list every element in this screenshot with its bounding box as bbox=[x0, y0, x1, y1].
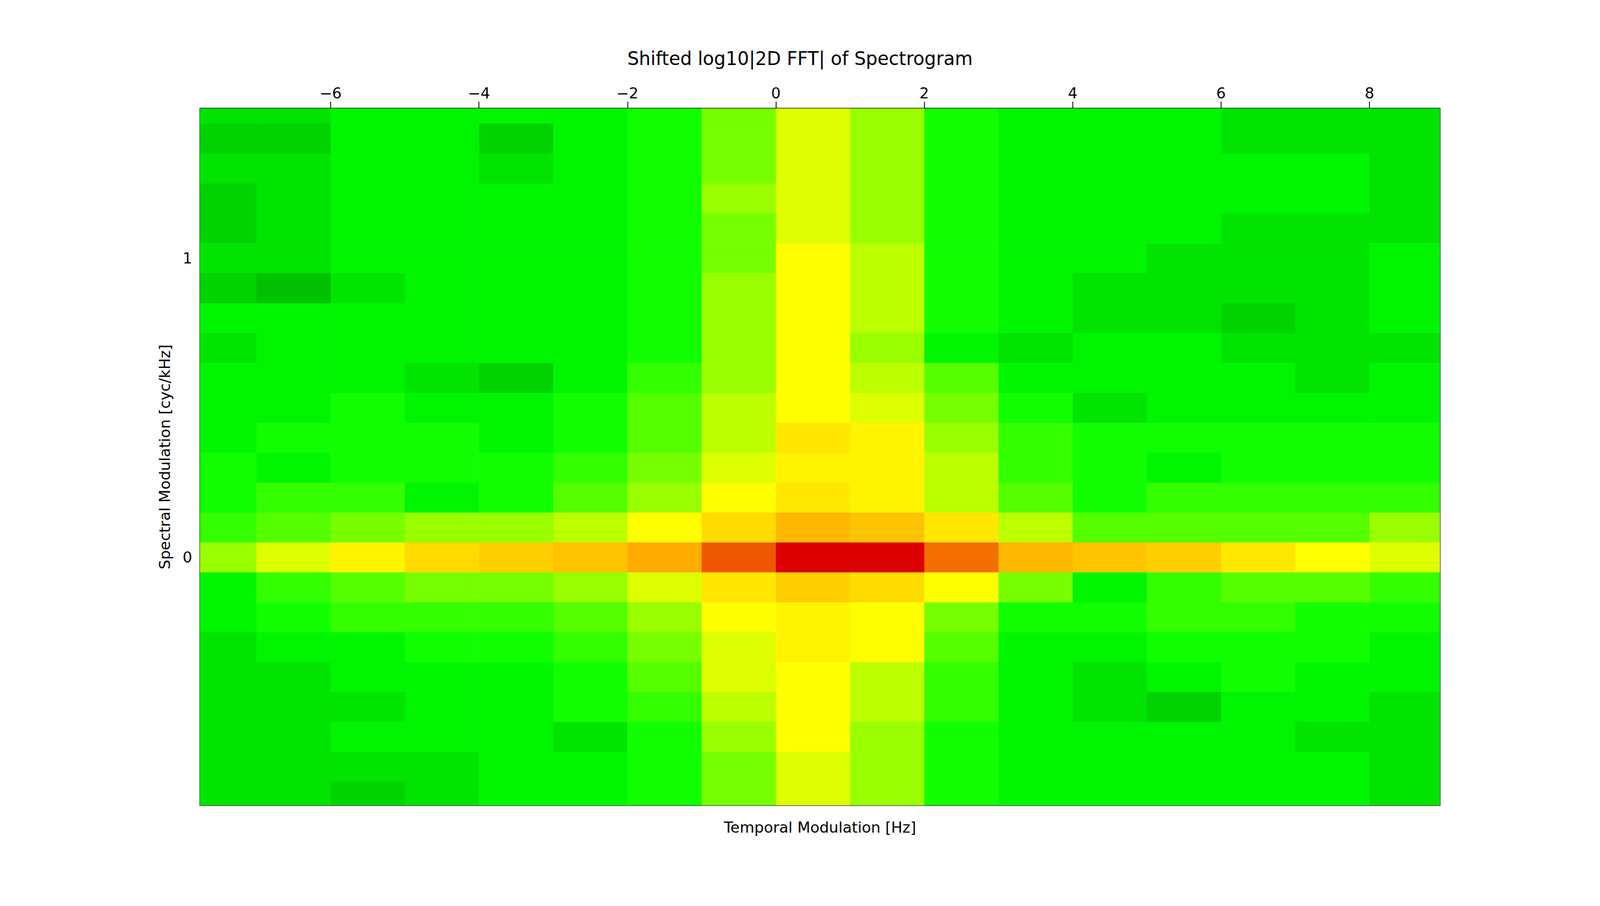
svg-text:Spectral Modulation [cyc/kHz]: Spectral Modulation [cyc/kHz] bbox=[156, 344, 174, 569]
svg-text:0: 0 bbox=[771, 84, 781, 102]
svg-text:4: 4 bbox=[1067, 84, 1078, 102]
svg-text:Shifted log10|2D FFT| of Spect: Shifted log10|2D FFT| of Spectrogram bbox=[627, 47, 973, 70]
svg-text:0: 0 bbox=[182, 548, 193, 566]
svg-text:−6: −6 bbox=[319, 84, 342, 102]
svg-text:8: 8 bbox=[1365, 84, 1375, 102]
svg-text:−4: −4 bbox=[467, 84, 490, 102]
svg-text:6: 6 bbox=[1216, 84, 1226, 102]
svg-text:1: 1 bbox=[182, 249, 193, 267]
svg-text:−2: −2 bbox=[616, 84, 639, 102]
svg-text:Temporal Modulation [Hz]: Temporal Modulation [Hz] bbox=[723, 818, 917, 836]
svg-text:2: 2 bbox=[919, 84, 929, 102]
